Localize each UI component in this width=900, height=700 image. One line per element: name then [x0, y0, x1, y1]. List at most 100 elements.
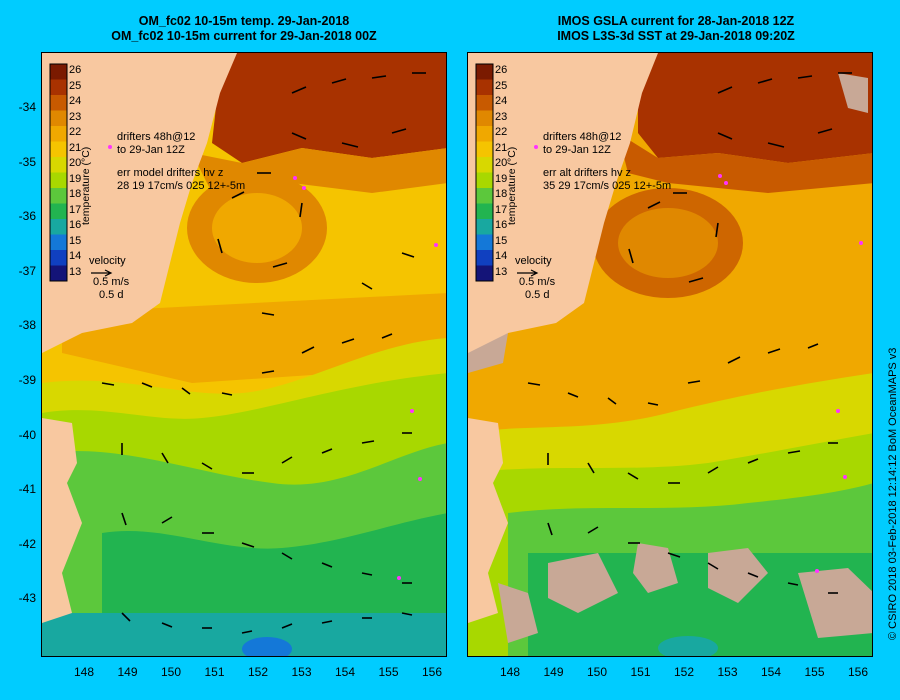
- colorbar-tick-label: 14: [495, 250, 508, 262]
- colorbar-swatch: [50, 188, 67, 204]
- longitude-tick-label: 149: [117, 665, 138, 679]
- right-title-line2: IMOS L3S-3d SST at 29-Jan-2018 09:20Z: [557, 29, 795, 43]
- right-err-note-1: err alt drifters hv z: [543, 167, 632, 179]
- latitude-tick-label: -34: [18, 100, 36, 114]
- longitude-tick-label: 152: [247, 665, 269, 679]
- colorbar-tick-label: 23: [69, 110, 82, 123]
- colorbar-swatch: [50, 265, 67, 281]
- colorbar-swatch: [476, 157, 493, 173]
- right-velocity-label: velocity: [515, 255, 552, 267]
- longitude-tick-label: 154: [334, 665, 356, 679]
- right-colorbar-title: temperature (°C): [506, 146, 518, 225]
- left-drifters: [108, 145, 438, 580]
- colorbar-swatch: [476, 172, 493, 188]
- longitude-tick-label: 153: [717, 665, 738, 679]
- colorbar-swatch: [476, 79, 493, 95]
- colorbar-tick-label: 24: [495, 95, 508, 107]
- longitude-tick-label: 155: [804, 665, 825, 679]
- colorbar-tick-label: 25: [69, 79, 82, 92]
- colorbar-tick-label: 18: [69, 188, 82, 200]
- longitude-tick-label: 156: [847, 665, 869, 679]
- colorbar-swatch: [476, 95, 493, 111]
- colorbar-tick-label: 22: [69, 126, 82, 138]
- longitude-tick-label: 150: [586, 665, 608, 679]
- colorbar-swatch: [476, 234, 493, 250]
- left-current-arrows: [101, 72, 426, 634]
- colorbar-swatch: [476, 188, 493, 204]
- credit-text: © CSIRO 2018 03-Feb-2018 12:14:12 BoM Oc…: [887, 347, 899, 640]
- colorbar-swatch: [50, 64, 67, 80]
- colorbar-frame: [475, 63, 494, 282]
- colorbar-swatch: [476, 219, 493, 235]
- left-title-line2: OM_fc02 10-15m current for 29-Jan-2018 0…: [111, 29, 377, 43]
- colorbar-swatch: [50, 95, 67, 111]
- colorbar-frame: [49, 63, 68, 282]
- right-err-note-2: 35 29 17cm/s 025 12+-5m: [543, 180, 672, 192]
- colorbar-tick-label: 21: [495, 141, 508, 154]
- colorbar-tick-label: 15: [69, 234, 82, 247]
- left-velocity-scale: 0.5 m/s: [93, 276, 130, 288]
- right-velocity-legend: velocity 0.5 m/s 0.5 d: [515, 255, 555, 302]
- left-drifter-note: drifters 48h@12 to 29-Jan 12Z: [117, 131, 195, 157]
- colorbar-tick-label: 26: [69, 64, 82, 76]
- latitude-tick-label: -38: [18, 318, 36, 333]
- longitude-tick-label: 152: [673, 665, 695, 679]
- colorbar-swatch: [50, 110, 67, 126]
- longitude-tick-label: 154: [760, 665, 782, 679]
- colorbar-tick-label: 22: [495, 126, 508, 138]
- latitude-tick-label: -42: [18, 536, 36, 551]
- right-drifters: [534, 145, 863, 573]
- colorbar-tick-label: 19: [495, 172, 508, 185]
- colorbar-swatch: [50, 219, 67, 235]
- right-drifter-note-1: drifters 48h@12: [543, 131, 622, 143]
- right-velocity-time: 0.5 d: [525, 289, 550, 301]
- colorbar-swatch: [50, 203, 67, 219]
- colorbar-tick-label: 15: [495, 234, 508, 247]
- colorbar-swatch: [50, 79, 67, 95]
- colorbar-tick-label: 14: [69, 250, 82, 262]
- longitude-tick-label: 148: [73, 665, 95, 679]
- right-drifter-note-2: to 29-Jan 12Z: [543, 144, 611, 156]
- colorbar-tick-label: 24: [69, 95, 82, 107]
- colorbar-swatch: [50, 141, 67, 157]
- longitude-tick-label: 149: [543, 665, 564, 679]
- colorbar-swatch: [476, 126, 493, 142]
- colorbar-swatch: [476, 64, 493, 80]
- longitude-tick-label: 151: [630, 665, 651, 679]
- left-err-note: err model drifters hv z 28 19 17cm/s 025…: [117, 167, 245, 193]
- left-title-line1: OM_fc02 10-15m temp. 29-Jan-2018: [138, 14, 350, 28]
- right-panel-title: IMOS GSLA current for 28-Jan-2018 12Z IM…: [486, 14, 866, 44]
- left-err-note-1: err model drifters hv z: [117, 167, 224, 179]
- colorbar-tick-label: 23: [495, 110, 508, 123]
- colorbar-swatch: [476, 203, 493, 219]
- colorbar-swatch: [476, 265, 493, 281]
- right-colorbar: [475, 63, 494, 282]
- colorbar-tick-label: 13: [69, 265, 82, 278]
- colorbar-swatch: [50, 234, 67, 250]
- longitude-tick-label: 148: [499, 665, 521, 679]
- right-err-note: err alt drifters hv z 35 29 17cm/s 025 1…: [543, 167, 671, 193]
- left-velocity-legend: velocity 0.5 m/s 0.5 d: [89, 255, 129, 302]
- colorbar-tick-label: 17: [69, 203, 82, 216]
- left-velocity-label: velocity: [89, 255, 126, 267]
- colorbar-tick-label: 26: [495, 64, 508, 76]
- latitude-tick-label: -35: [18, 154, 36, 169]
- latitude-tick-label: -43: [18, 591, 36, 606]
- colorbar-swatch: [476, 250, 493, 266]
- left-colorbar-title: temperature (°C): [80, 146, 92, 225]
- left-drifter-note-1: drifters 48h@12: [117, 131, 196, 143]
- colorbar-tick-label: 19: [69, 172, 82, 185]
- colorbar-tick-label: 16: [69, 219, 82, 231]
- left-colorbar: [49, 63, 68, 282]
- right-velocity-arrow-icon: [515, 268, 555, 277]
- left-drifter-note-2: to 29-Jan 12Z: [117, 144, 185, 156]
- longitude-tick-label: 151: [204, 665, 225, 679]
- colorbar-tick-label: 17: [495, 203, 508, 216]
- colorbar-swatch: [50, 126, 67, 142]
- longitude-tick-label: 150: [160, 665, 182, 679]
- latitude-tick-label: -37: [18, 263, 36, 278]
- left-velocity-arrow-icon: [89, 268, 129, 277]
- right-velocity-scale: 0.5 m/s: [519, 276, 556, 288]
- right-title-line1: IMOS GSLA current for 28-Jan-2018 12Z: [557, 14, 795, 28]
- colorbar-tick-label: 21: [69, 141, 82, 154]
